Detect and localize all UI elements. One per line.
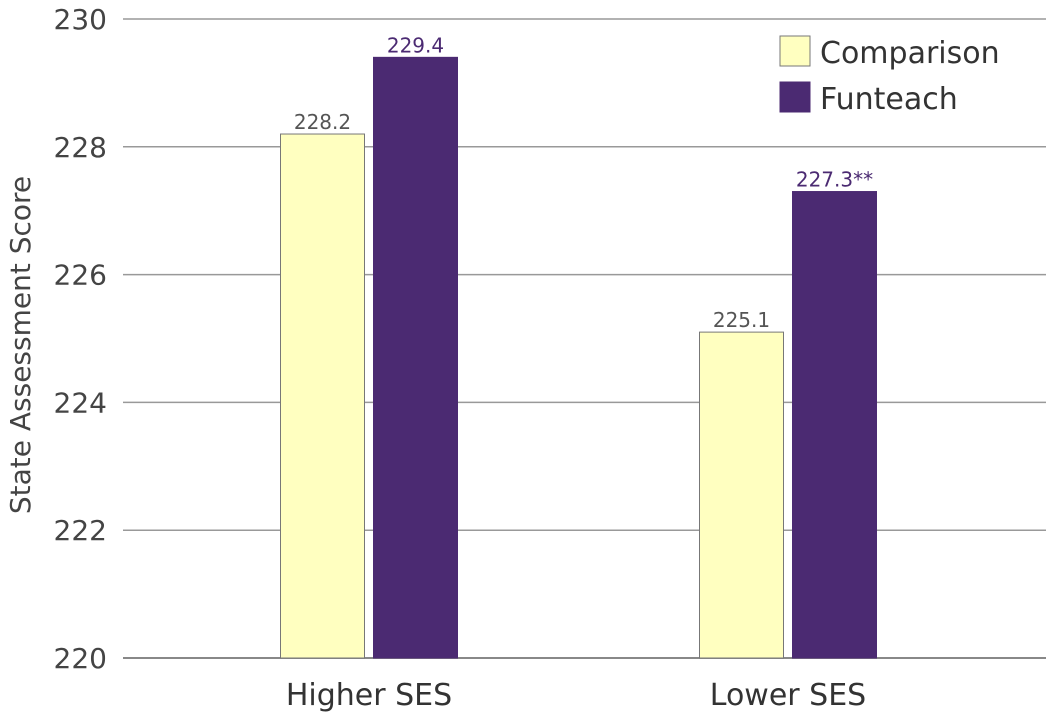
data-label: 225.1 xyxy=(713,308,770,332)
data-label: 227.3** xyxy=(796,168,873,192)
gridlines xyxy=(123,18,1046,659)
bar-comparison xyxy=(280,133,365,659)
bar-funteach xyxy=(373,56,458,659)
bars xyxy=(280,56,877,659)
x-category-label: Higher SES xyxy=(286,678,452,713)
bar-funteach xyxy=(792,191,877,659)
legend-label-comparison: Comparison xyxy=(820,36,1000,71)
x-category-label: Lower SES xyxy=(710,678,866,713)
y-tick-label: 226 xyxy=(54,259,107,292)
legend-swatch-funteach xyxy=(779,81,811,113)
legend-label-funteach: Funteach xyxy=(820,82,958,117)
y-axis-ticks: 220 222 224 226 228 230 xyxy=(54,3,107,675)
data-label: 229.4 xyxy=(387,33,444,57)
legend-swatch-comparison xyxy=(779,35,811,67)
y-tick-label: 220 xyxy=(54,642,107,675)
y-axis-title: State Assessment Score xyxy=(4,176,37,514)
x-axis-categories: Higher SES Lower SES xyxy=(286,678,866,713)
bar-comparison xyxy=(699,331,784,659)
legend: Comparison Funteach xyxy=(779,35,1000,117)
y-tick-label: 230 xyxy=(54,3,107,36)
y-tick-label: 224 xyxy=(54,386,107,419)
data-label: 228.2 xyxy=(294,110,351,134)
y-tick-label: 222 xyxy=(54,514,107,547)
y-tick-label: 228 xyxy=(54,131,107,164)
data-labels: 228.2 229.4 225.1 227.3** xyxy=(294,33,873,332)
